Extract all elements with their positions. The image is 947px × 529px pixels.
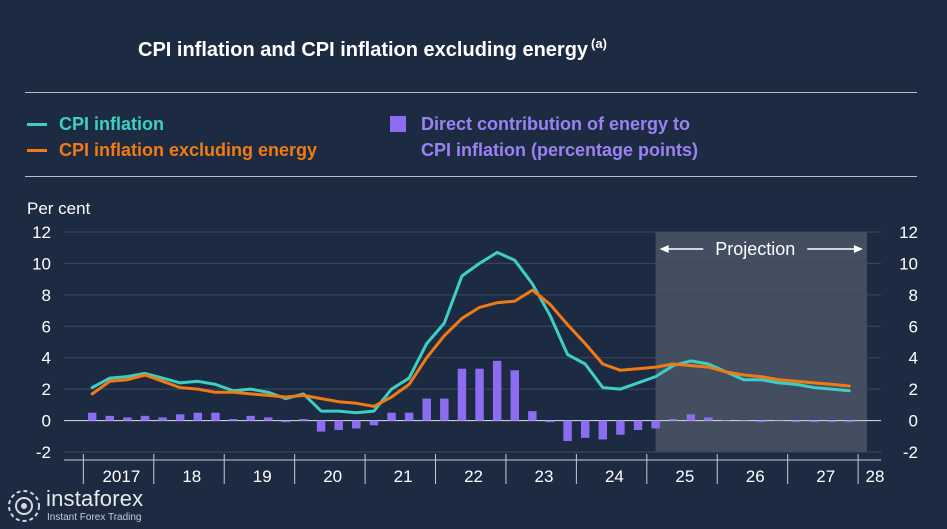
energy-bar bbox=[528, 411, 537, 421]
energy-bar bbox=[387, 412, 396, 421]
energy-bar bbox=[369, 420, 379, 426]
energy-bar bbox=[211, 412, 220, 421]
energy-bar bbox=[281, 420, 291, 423]
energy-bar bbox=[510, 370, 519, 421]
energy-bar bbox=[123, 417, 132, 421]
y-tick-label-right: 4 bbox=[909, 349, 918, 368]
energy-bar bbox=[158, 417, 167, 421]
legend-label-cpi: CPI inflation bbox=[59, 114, 164, 134]
energy-bar bbox=[299, 419, 308, 421]
energy-bar bbox=[757, 420, 766, 423]
energy-bar bbox=[246, 415, 255, 421]
legend-swatch-cpi bbox=[27, 123, 47, 126]
legend-divider bbox=[25, 176, 917, 177]
energy-bar bbox=[686, 414, 696, 421]
y-tick-label-left: 4 bbox=[42, 349, 51, 368]
energy-bar bbox=[457, 368, 467, 421]
legend-label-cpi-ex-energy: CPI inflation excluding energy bbox=[59, 140, 318, 160]
energy-bar bbox=[264, 417, 273, 421]
energy-bar bbox=[721, 420, 731, 422]
x-tick-label: 20 bbox=[323, 467, 342, 486]
energy-bar bbox=[809, 420, 819, 423]
y-tick-label-left: 6 bbox=[42, 317, 51, 336]
x-tick-label: 27 bbox=[816, 467, 835, 486]
energy-bar bbox=[105, 415, 115, 421]
y-tick-label-left: 10 bbox=[32, 254, 51, 273]
energy-bar bbox=[563, 420, 572, 441]
energy-bar bbox=[774, 420, 784, 422]
energy-bar bbox=[616, 420, 625, 435]
energy-bar bbox=[316, 420, 326, 432]
top-divider bbox=[25, 92, 917, 93]
instaforex-logo-icon bbox=[8, 490, 40, 522]
energy-bar bbox=[633, 420, 643, 430]
energy-bar bbox=[228, 419, 238, 421]
chart-title-text: CPI inflation and CPI inflation excludin… bbox=[138, 39, 589, 61]
x-tick-label: 18 bbox=[182, 467, 201, 486]
energy-bar bbox=[792, 420, 801, 423]
energy-bar bbox=[334, 420, 343, 430]
x-tick-label: 24 bbox=[605, 467, 624, 486]
projection-arrow-left-head bbox=[659, 245, 669, 253]
legend-label-energy-line1: Direct contribution of energy to bbox=[421, 114, 691, 134]
watermark-logo: instaforex Instant Forex Trading bbox=[6, 486, 178, 526]
y-tick-label-right: 10 bbox=[899, 254, 918, 273]
chart-title: CPI inflation and CPI inflation excludin… bbox=[138, 36, 607, 62]
legend-swatch-cpi-ex-energy bbox=[27, 149, 47, 152]
energy-bar bbox=[704, 417, 713, 421]
energy-bar bbox=[669, 419, 678, 421]
legend-swatch-energy bbox=[390, 116, 406, 132]
y-tick-label-right: 0 bbox=[909, 412, 918, 431]
energy-bar bbox=[440, 398, 449, 421]
y-tick-label-right: 8 bbox=[909, 286, 918, 305]
energy-bar bbox=[175, 414, 185, 421]
x-tick-label: 28 bbox=[866, 467, 885, 486]
y-tick-label-right: 6 bbox=[909, 317, 918, 336]
energy-bar bbox=[87, 412, 97, 421]
chart-title-note: (a) bbox=[591, 36, 607, 51]
projection-arrow-right-head bbox=[853, 245, 863, 253]
x-tick-label: 25 bbox=[675, 467, 694, 486]
y-tick-label-left: 2 bbox=[42, 380, 51, 399]
x-tick-label: 21 bbox=[394, 467, 413, 486]
watermark-brand: instaforex bbox=[46, 486, 144, 511]
energy-bar bbox=[739, 420, 748, 422]
energy-bar bbox=[475, 368, 484, 421]
energy-bar bbox=[404, 412, 414, 421]
y-axis-label: Per cent bbox=[27, 199, 91, 218]
energy-bar bbox=[598, 420, 608, 440]
energy-bar bbox=[580, 420, 590, 438]
y-tick-label-left: 0 bbox=[42, 412, 51, 431]
y-tick-label-left: 8 bbox=[42, 286, 51, 305]
projection-label: Projection bbox=[715, 239, 795, 259]
watermark-tagline: Instant Forex Trading bbox=[47, 512, 142, 523]
y-tick-label-right: 12 bbox=[899, 223, 918, 242]
y-tick-label-left: 12 bbox=[32, 223, 51, 242]
y-tick-label-right: -2 bbox=[903, 443, 918, 462]
x-tick-label: 23 bbox=[535, 467, 554, 486]
energy-bar bbox=[422, 398, 431, 421]
x-tick-label: 22 bbox=[464, 467, 483, 486]
y-tick-label-left: -2 bbox=[36, 443, 51, 462]
x-tick-label: 26 bbox=[746, 467, 765, 486]
y-tick-label-right: 2 bbox=[909, 380, 918, 399]
energy-bar bbox=[651, 420, 660, 429]
energy-bar bbox=[545, 420, 555, 423]
legend-label-energy-line2: CPI inflation (percentage points) bbox=[421, 140, 699, 160]
energy-bar bbox=[352, 420, 361, 429]
energy-bar bbox=[845, 420, 854, 423]
energy-bar bbox=[193, 412, 203, 421]
x-tick-label: 19 bbox=[253, 467, 272, 486]
x-tick-label: 2017 bbox=[102, 467, 140, 486]
energy-bar bbox=[492, 360, 502, 421]
energy-bar bbox=[827, 420, 836, 423]
energy-bar bbox=[140, 415, 150, 421]
cpi-ex-energy-line bbox=[90, 288, 851, 408]
